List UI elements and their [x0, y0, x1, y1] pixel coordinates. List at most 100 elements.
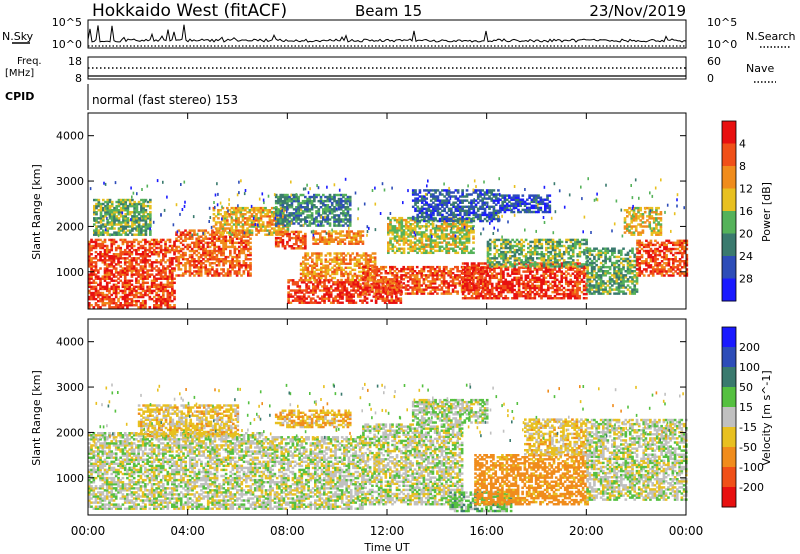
- heatmap-cell: [106, 227, 110, 230]
- heatmap-cell: [139, 253, 143, 256]
- heatmap-cell: [141, 281, 145, 285]
- heatmap-cell: [110, 215, 114, 218]
- heatmap-cell: [513, 297, 516, 300]
- heatmap-cell: [88, 261, 91, 264]
- heatmap-cell: [88, 244, 91, 248]
- heatmap-cell: [117, 271, 120, 274]
- heatmap-cell: [131, 217, 134, 220]
- heatmap-cell: [283, 201, 287, 205]
- heatmap-cell: [146, 200, 150, 204]
- heatmap-cell: [105, 285, 109, 289]
- heatmap-cell: [90, 261, 93, 264]
- heatmap-cell: [171, 263, 174, 266]
- heatmap-cell: [247, 264, 250, 267]
- heatmap-cell: [291, 295, 295, 298]
- heatmap-cell: [389, 221, 392, 224]
- heatmap-cell: [223, 219, 227, 222]
- heatmap-cell: [409, 235, 413, 238]
- heatmap-cell: [117, 227, 121, 230]
- heatmap-cell: [320, 254, 323, 257]
- heatmap-cell: [290, 199, 294, 203]
- heatmap-cell: [168, 261, 172, 264]
- heatmap-cell: [97, 229, 101, 232]
- heatmap-cell: [130, 261, 134, 264]
- heatmap-cell: [255, 233, 258, 236]
- heatmap-cell: [374, 299, 378, 302]
- heatmap-cell: [217, 229, 220, 232]
- heatmap-cell: [261, 223, 265, 226]
- heatmap-cell: [304, 264, 307, 267]
- heatmap-cell: [319, 240, 322, 243]
- heatmap-cell: [508, 286, 512, 290]
- heatmap-cell: [288, 216, 291, 219]
- heatmap-cell: [102, 223, 105, 226]
- heatmap-cell: [135, 217, 139, 220]
- heatmap-cell: [493, 297, 496, 300]
- heatmap-cell: [110, 279, 114, 282]
- heatmap-cell: [398, 280, 401, 283]
- heatmap-cell: [472, 247, 475, 250]
- heatmap-cell: [303, 301, 306, 304]
- heatmap-cell: [342, 258, 346, 261]
- heatmap-cell: [93, 211, 96, 214]
- heatmap-cell: [121, 295, 125, 299]
- heatmap-cell: [389, 237, 392, 240]
- heatmap-cell: [88, 259, 91, 262]
- heatmap-cell: [463, 249, 466, 253]
- heatmap-cell: [159, 240, 163, 244]
- heatmap-cell: [270, 215, 274, 218]
- heatmap-cell: [294, 283, 297, 286]
- heatmap-cell: [159, 273, 163, 276]
- heatmap-cell: [213, 245, 216, 249]
- heatmap-cell: [427, 205, 431, 209]
- heatmap-cell: [119, 221, 123, 224]
- heatmap-cell: [188, 268, 192, 271]
- heatmap-cell: [130, 257, 134, 260]
- heatmap-cell: [373, 264, 377, 267]
- heatmap-cell: [114, 304, 118, 307]
- heatmap-cell: [339, 238, 342, 241]
- heatmap-cell: [299, 204, 303, 207]
- heatmap-cell: [92, 240, 96, 244]
- heatmap-cell: [391, 272, 394, 275]
- heatmap-cell: [343, 285, 347, 288]
- heatmap-cell: [497, 290, 501, 294]
- heatmap-cell: [141, 304, 145, 307]
- heatmap-cell: [454, 197, 458, 200]
- heatmap-cell: [247, 266, 250, 269]
- heatmap-cell: [164, 283, 167, 287]
- heatmap-cell: [472, 251, 475, 255]
- heatmap-cell: [290, 230, 294, 234]
- heatmap-cell: [481, 219, 485, 223]
- heatmap-cell: [333, 252, 337, 255]
- heatmap-cell: [229, 237, 232, 240]
- heatmap-cell: [321, 299, 324, 302]
- heatmap-cell: [95, 211, 98, 214]
- heatmap-cell: [114, 279, 118, 282]
- heatmap-cell: [97, 293, 100, 297]
- heatmap-cell: [350, 230, 354, 233]
- heatmap-cell: [112, 255, 116, 258]
- heatmap-cell: [137, 275, 140, 278]
- heatmap-cell: [445, 265, 448, 269]
- heatmap-cell: [330, 201, 334, 205]
- heatmap-cell: [367, 254, 370, 257]
- heatmap-cell: [288, 206, 291, 209]
- heatmap-cell: [247, 258, 250, 261]
- heatmap-cell: [94, 285, 98, 289]
- heatmap-cell: [197, 268, 201, 271]
- heatmap-cell: [141, 238, 145, 242]
- heatmap-cell: [105, 265, 109, 268]
- heatmap-cell: [222, 239, 225, 243]
- heatmap-cell: [130, 302, 134, 305]
- heatmap-cell: [128, 285, 132, 289]
- heatmap-cell: [220, 247, 223, 251]
- heatmap-cell: [395, 293, 398, 296]
- heatmap-cell: [311, 264, 314, 267]
- heatmap-cell: [211, 268, 214, 271]
- heatmap-cell: [204, 237, 208, 240]
- heatmap-cell: [142, 219, 145, 222]
- heatmap-cell: [171, 244, 174, 248]
- heatmap-cell: [371, 268, 375, 272]
- heatmap-cell: [364, 252, 368, 255]
